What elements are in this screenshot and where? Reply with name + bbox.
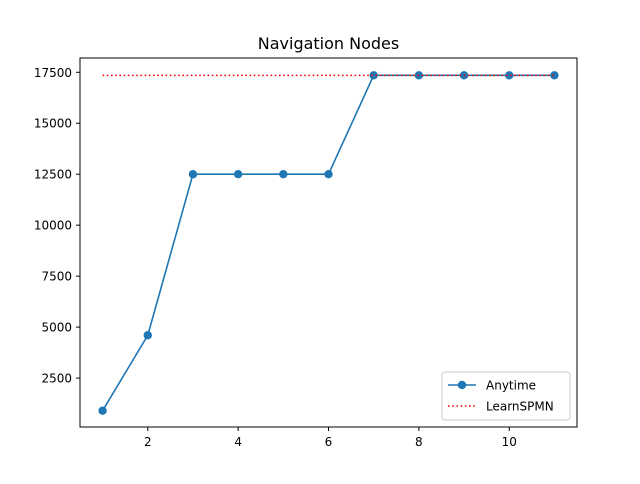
data-point [505, 71, 514, 80]
legend: Anytime LearnSPMN [441, 371, 571, 421]
data-point [98, 406, 107, 415]
legend-box [441, 371, 571, 421]
y-axis: 2500 5000 7500 10000 12500 15000 17500 [34, 66, 80, 386]
data-point [188, 170, 198, 179]
data-point [279, 170, 288, 179]
data-point [324, 170, 333, 179]
data-point [369, 71, 378, 80]
y-tick-label: 5000 [41, 321, 72, 335]
y-tick-label: 17500 [34, 66, 72, 80]
y-tick-label: 7500 [41, 270, 72, 284]
plot-area [98, 71, 559, 415]
axes-frame [79, 57, 578, 428]
x-tick-label: 4 [234, 435, 242, 449]
chart-title: Navigation Nodes [258, 34, 399, 53]
y-tick-label: 10000 [34, 219, 72, 233]
legend-label: Anytime [486, 379, 536, 393]
data-point [143, 331, 152, 340]
x-tick-label: 10 [502, 435, 517, 449]
y-tick-label: 15000 [34, 117, 72, 131]
x-tick-label: 6 [325, 435, 333, 449]
data-point [550, 71, 559, 80]
x-axis: 2 4 6 8 10 [144, 427, 517, 449]
x-tick-label: 8 [415, 435, 423, 449]
legend-marker [457, 380, 467, 390]
legend-label: LearnSPMN [486, 400, 554, 414]
y-tick-label: 12500 [34, 168, 72, 182]
data-point [233, 170, 243, 179]
x-tick-label: 2 [144, 435, 152, 449]
y-tick-label: 2500 [41, 372, 72, 386]
